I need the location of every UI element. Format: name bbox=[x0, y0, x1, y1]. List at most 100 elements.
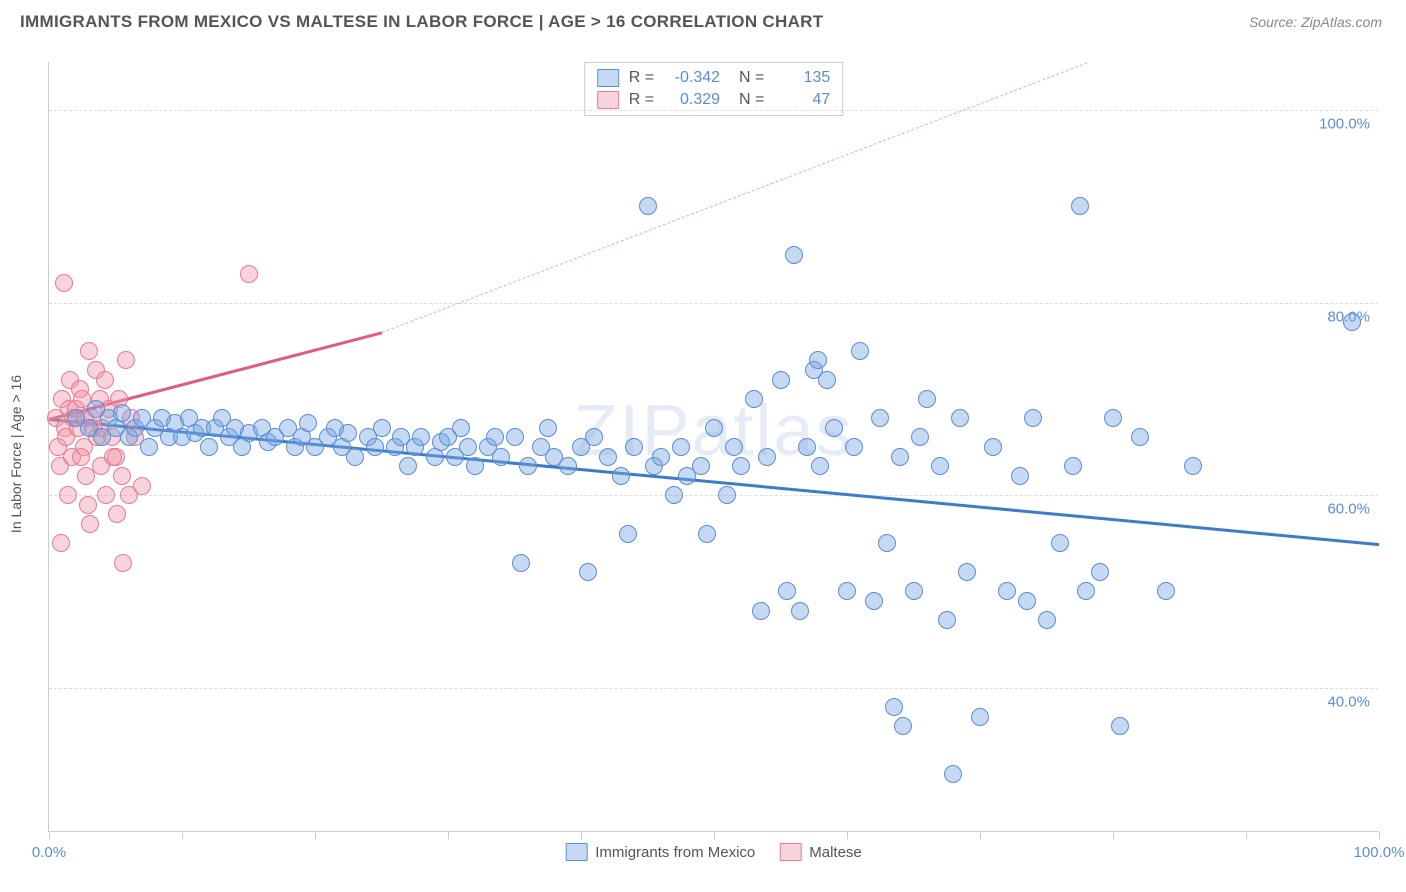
data-point bbox=[951, 409, 969, 427]
data-point bbox=[672, 438, 690, 456]
swatch-series-b bbox=[597, 91, 619, 109]
data-point bbox=[80, 342, 98, 360]
data-point bbox=[692, 457, 710, 475]
data-point bbox=[108, 505, 126, 523]
gridline bbox=[49, 688, 1378, 689]
correlation-legend: R = -0.342 N = 135 R = 0.329 N = 47 bbox=[584, 62, 844, 116]
data-point bbox=[1018, 592, 1036, 610]
x-tick bbox=[448, 831, 449, 839]
data-point bbox=[1064, 457, 1082, 475]
data-point bbox=[81, 515, 99, 533]
legend-row-series-b: R = 0.329 N = 47 bbox=[597, 89, 831, 111]
data-point bbox=[346, 448, 364, 466]
data-point bbox=[625, 438, 643, 456]
data-point bbox=[612, 467, 630, 485]
r-label: R = bbox=[629, 69, 654, 87]
gridline bbox=[49, 495, 1378, 496]
data-point bbox=[791, 602, 809, 620]
data-point bbox=[745, 390, 763, 408]
data-point bbox=[818, 371, 836, 389]
n-value-b: 47 bbox=[774, 91, 830, 109]
data-point bbox=[114, 554, 132, 572]
data-point bbox=[52, 534, 70, 552]
data-point bbox=[758, 448, 776, 466]
data-point bbox=[1024, 409, 1042, 427]
data-point bbox=[652, 448, 670, 466]
data-point bbox=[1184, 457, 1202, 475]
data-point bbox=[918, 390, 936, 408]
x-tick bbox=[714, 831, 715, 839]
y-axis-label: In Labor Force | Age > 16 bbox=[8, 375, 24, 533]
data-point bbox=[299, 414, 317, 432]
data-point bbox=[971, 708, 989, 726]
data-point bbox=[97, 486, 115, 504]
x-tick bbox=[581, 831, 582, 839]
n-label: N = bbox=[730, 91, 764, 109]
data-point bbox=[492, 448, 510, 466]
y-tick-label: 40.0% bbox=[1327, 693, 1370, 710]
x-tick-label: 100.0% bbox=[1354, 844, 1405, 861]
data-point bbox=[506, 428, 524, 446]
data-point bbox=[539, 419, 557, 437]
x-tick bbox=[1379, 831, 1380, 839]
data-point bbox=[838, 582, 856, 600]
data-point bbox=[998, 582, 1016, 600]
legend-item-b: Maltese bbox=[779, 843, 862, 861]
data-point bbox=[373, 419, 391, 437]
data-point bbox=[725, 438, 743, 456]
x-tick bbox=[49, 831, 50, 839]
data-point bbox=[459, 438, 477, 456]
data-point bbox=[559, 457, 577, 475]
chart-title: IMMIGRANTS FROM MEXICO VS MALTESE IN LAB… bbox=[20, 12, 823, 32]
data-point bbox=[1077, 582, 1095, 600]
data-point bbox=[1157, 582, 1175, 600]
data-point bbox=[619, 525, 637, 543]
x-tick bbox=[1113, 831, 1114, 839]
data-point bbox=[772, 371, 790, 389]
gridline bbox=[49, 110, 1378, 111]
data-point bbox=[200, 438, 218, 456]
data-point bbox=[931, 457, 949, 475]
y-tick-label: 60.0% bbox=[1327, 501, 1370, 518]
data-point bbox=[825, 419, 843, 437]
data-point bbox=[72, 448, 90, 466]
legend-label-a: Immigrants from Mexico bbox=[595, 844, 755, 861]
source-attribution: Source: ZipAtlas.com bbox=[1249, 14, 1382, 30]
data-point bbox=[1011, 467, 1029, 485]
data-point bbox=[240, 265, 258, 283]
data-point bbox=[778, 582, 796, 600]
legend-label-b: Maltese bbox=[809, 844, 862, 861]
data-point bbox=[1071, 197, 1089, 215]
data-point bbox=[752, 602, 770, 620]
swatch-series-a bbox=[597, 69, 619, 87]
data-point bbox=[452, 419, 470, 437]
data-point bbox=[585, 428, 603, 446]
data-point bbox=[698, 525, 716, 543]
r-value-a: -0.342 bbox=[664, 69, 720, 87]
data-point bbox=[1104, 409, 1122, 427]
data-point bbox=[665, 486, 683, 504]
data-point bbox=[486, 428, 504, 446]
data-point bbox=[732, 457, 750, 475]
data-point bbox=[96, 371, 114, 389]
data-point bbox=[809, 351, 827, 369]
x-tick bbox=[182, 831, 183, 839]
data-point bbox=[938, 611, 956, 629]
x-tick-label: 0.0% bbox=[32, 844, 66, 861]
y-tick-label: 100.0% bbox=[1319, 116, 1370, 133]
data-point bbox=[79, 496, 97, 514]
data-point bbox=[519, 457, 537, 475]
data-point bbox=[944, 765, 962, 783]
data-point bbox=[113, 467, 131, 485]
data-point bbox=[865, 592, 883, 610]
data-point bbox=[599, 448, 617, 466]
data-point bbox=[466, 457, 484, 475]
data-point bbox=[1343, 313, 1361, 331]
gridline bbox=[49, 303, 1378, 304]
data-point bbox=[785, 246, 803, 264]
legend-item-a: Immigrants from Mexico bbox=[565, 843, 755, 861]
data-point bbox=[1111, 717, 1129, 735]
data-point bbox=[845, 438, 863, 456]
legend-row-series-a: R = -0.342 N = 135 bbox=[597, 67, 831, 89]
x-tick bbox=[315, 831, 316, 839]
